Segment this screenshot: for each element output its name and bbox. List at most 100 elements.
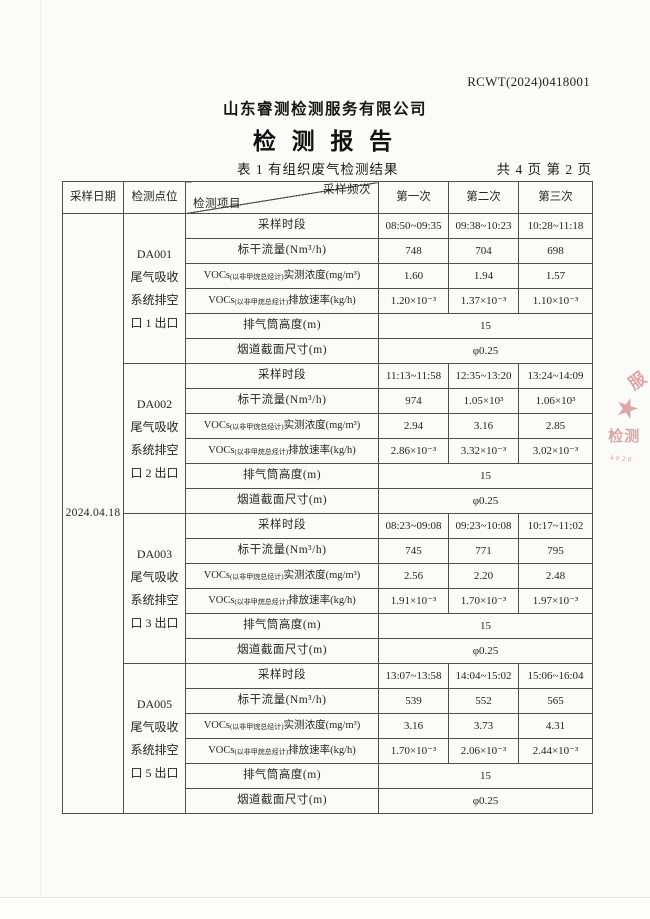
vocs-basis: (以非甲烷总烃计) xyxy=(234,597,289,606)
row-label-duct-size: 烟道截面尺寸(m) xyxy=(185,488,379,514)
vocs-conc-suffix: 实测浓度(mg/m³) xyxy=(283,719,361,731)
stack-height-cell: 15 xyxy=(378,463,593,489)
vocs-conc-suffix: 实测浓度(mg/m³) xyxy=(283,419,361,431)
rate-cell: 1.10×10⁻³ xyxy=(518,288,593,314)
row-label-vocs-rate: VOCs(以非甲烷总烃计)排放速率(kg/h) xyxy=(185,738,379,764)
rate-cell: 3.32×10⁻³ xyxy=(448,438,519,464)
row-label-stack-height: 排气筒高度(m) xyxy=(185,763,379,789)
conc-cell: 2.85 xyxy=(518,413,593,439)
rate-cell: 1.97×10⁻³ xyxy=(518,588,593,614)
point-cell-da001: DA001 尾气吸收 系统排空 口 1 出口 xyxy=(123,213,186,364)
row-label-flow: 标干流量(Nm³/h) xyxy=(185,538,379,564)
header-test-point: 检测点位 xyxy=(123,181,186,214)
rate-cell: 1.37×10⁻³ xyxy=(448,288,519,314)
flow-cell: 745 xyxy=(378,538,449,564)
vocs-basis: (以非甲烷总烃计) xyxy=(234,447,289,456)
row-label-sample-time: 采样时段 xyxy=(185,213,379,239)
rate-cell: 1.70×10⁻³ xyxy=(448,588,519,614)
page-indicator: 共 4 页 第 2 页 xyxy=(496,162,592,177)
rate-cell: 2.44×10⁻³ xyxy=(518,738,593,764)
flow-cell: 974 xyxy=(378,388,449,414)
row-label-sample-time: 采样时段 xyxy=(185,363,379,389)
row-label-stack-height: 排气筒高度(m) xyxy=(185,313,379,339)
vocs-prefix: VOCs xyxy=(203,719,230,731)
sample-time-cell: 13:07~13:58 xyxy=(378,663,449,689)
duct-size-cell: φ0.25 xyxy=(378,338,593,364)
point-cell-da005: DA005 尾气吸收 系统排空 口 5 出口 xyxy=(123,663,186,814)
vocs-conc-suffix: 实测浓度(mg/m³) xyxy=(283,269,361,281)
flow-cell: 748 xyxy=(378,238,449,264)
row-label-duct-size: 烟道截面尺寸(m) xyxy=(185,638,379,664)
rate-cell: 2.86×10⁻³ xyxy=(378,438,449,464)
stack-height-cell: 15 xyxy=(378,313,593,339)
row-label-vocs-concentration: VOCs(以非甲烷总烃计)实测浓度(mg/m³) xyxy=(185,413,379,439)
vocs-prefix: VOCs xyxy=(208,294,235,306)
conc-cell: 1.57 xyxy=(518,263,593,289)
flow-cell: 771 xyxy=(448,538,519,564)
row-label-duct-size: 烟道截面尺寸(m) xyxy=(185,338,379,364)
results-table: 采样日期 检测点位 采样频次 检测项目 第一次 第二次 第三次 2024.04.… xyxy=(62,181,593,814)
row-label-vocs-rate: VOCs(以非甲烷总烃计)排放速率(kg/h) xyxy=(185,438,379,464)
conc-cell: 1.60 xyxy=(378,263,449,289)
vocs-prefix: VOCs xyxy=(203,569,230,581)
flow-cell: 1.06×10³ xyxy=(518,388,593,414)
rate-cell: 1.20×10⁻³ xyxy=(378,288,449,314)
header-test-item: 检测项目 xyxy=(193,197,241,210)
seal-code-digits: 4020 xyxy=(609,453,635,465)
row-label-vocs-rate: VOCs(以非甲烷总烃计)排放速率(kg/h) xyxy=(185,288,379,314)
vocs-basis: (以非甲烷总烃计) xyxy=(234,747,289,756)
row-label-vocs-concentration: VOCs(以非甲烷总烃计)实测浓度(mg/m³) xyxy=(185,263,379,289)
header-sample-date: 采样日期 xyxy=(62,181,124,214)
flow-cell: 552 xyxy=(448,688,519,714)
report-title: 检 测 报 告 xyxy=(252,129,398,154)
rate-cell: 1.70×10⁻³ xyxy=(378,738,449,764)
sample-time-cell: 08:50~09:35 xyxy=(378,213,449,239)
point-cell-da002: DA002 尾气吸收 系统排空 口 2 出口 xyxy=(123,363,186,514)
row-label-vocs-concentration: VOCs(以非甲烷总烃计)实测浓度(mg/m³) xyxy=(185,713,379,739)
point-cell-da003: DA003 尾气吸收 系统排空 口 3 出口 xyxy=(123,513,186,664)
sample-time-cell: 13:24~14:09 xyxy=(518,363,593,389)
vocs-basis: (以非甲烷总烃计) xyxy=(229,722,284,731)
vocs-basis: (以非甲烷总烃计) xyxy=(229,572,284,581)
company-seal: 服 ★ 检测 4020 xyxy=(589,363,650,513)
sample-time-cell: 10:17~11:02 xyxy=(518,513,593,539)
vocs-rate-suffix: 排放速率(kg/h) xyxy=(288,744,356,756)
conc-cell: 2.20 xyxy=(448,563,519,589)
seal-character-top: 服 xyxy=(624,368,650,394)
table-caption: 表 1 有组织废气检测结果 xyxy=(237,162,399,177)
flow-cell: 704 xyxy=(448,238,519,264)
stack-height-cell: 15 xyxy=(378,763,593,789)
row-label-flow: 标干流量(Nm³/h) xyxy=(185,238,379,264)
row-label-stack-height: 排气筒高度(m) xyxy=(185,463,379,489)
header-diagonal-cell: 采样频次 检测项目 xyxy=(185,181,379,214)
row-label-flow: 标干流量(Nm³/h) xyxy=(185,688,379,714)
row-label-duct-size: 烟道截面尺寸(m) xyxy=(185,788,379,814)
flow-cell: 795 xyxy=(518,538,593,564)
duct-size-cell: φ0.25 xyxy=(378,788,593,814)
vocs-basis: (以非甲烷总烃计) xyxy=(229,422,284,431)
vocs-prefix: VOCs xyxy=(208,744,235,756)
flow-cell: 539 xyxy=(378,688,449,714)
sample-time-cell: 12:35~13:20 xyxy=(448,363,519,389)
sample-time-cell: 09:23~10:08 xyxy=(448,513,519,539)
seal-star-icon: ★ xyxy=(611,390,644,427)
rate-cell: 2.06×10⁻³ xyxy=(448,738,519,764)
page-background-strip xyxy=(0,898,650,919)
row-label-vocs-concentration: VOCs(以非甲烷总烃计)实测浓度(mg/m³) xyxy=(185,563,379,589)
vocs-basis: (以非甲烷总烃计) xyxy=(229,272,284,281)
sample-time-cell: 10:28~11:18 xyxy=(518,213,593,239)
row-label-stack-height: 排气筒高度(m) xyxy=(185,613,379,639)
conc-cell: 4.31 xyxy=(518,713,593,739)
conc-cell: 3.16 xyxy=(448,413,519,439)
vocs-conc-suffix: 实测浓度(mg/m³) xyxy=(283,569,361,581)
conc-cell: 2.48 xyxy=(518,563,593,589)
sample-time-cell: 08:23~09:08 xyxy=(378,513,449,539)
stack-height-cell: 15 xyxy=(378,613,593,639)
vocs-rate-suffix: 排放速率(kg/h) xyxy=(288,594,356,606)
row-label-sample-time: 采样时段 xyxy=(185,663,379,689)
page-edge-bottom xyxy=(0,897,650,898)
header-run-2: 第二次 xyxy=(448,181,519,214)
header-run-1: 第一次 xyxy=(378,181,449,214)
row-label-sample-time: 采样时段 xyxy=(185,513,379,539)
